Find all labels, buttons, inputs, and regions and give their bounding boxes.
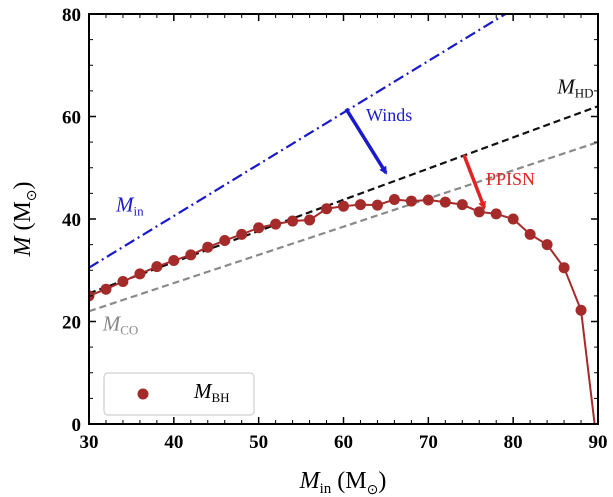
mbh-point — [558, 262, 570, 274]
x-tick-label: 50 — [249, 432, 268, 453]
mbh-point — [405, 195, 417, 207]
mbh-point — [287, 215, 299, 227]
mbh-point — [456, 199, 468, 211]
mbh-point — [202, 241, 214, 253]
mbh-point — [575, 304, 587, 316]
mbh-point — [371, 199, 383, 211]
mbh-point — [541, 239, 553, 251]
mbh-point — [388, 194, 400, 206]
mbh-point — [134, 268, 146, 280]
y-tick-label: 20 — [62, 313, 81, 334]
x-tick-label: 80 — [504, 432, 523, 453]
mbh-point — [439, 196, 451, 208]
x-tick-label: 70 — [419, 432, 438, 453]
mbh-point — [321, 203, 333, 215]
legend: MBH — [103, 372, 255, 416]
mbh-point — [117, 276, 129, 288]
mbh-point — [151, 261, 163, 273]
legend-marker-mbh — [137, 388, 149, 400]
legend-box — [103, 372, 255, 416]
series-label-mco: MCO — [102, 312, 139, 338]
mbh-point — [338, 200, 349, 212]
y-tick-label: 0 — [72, 415, 82, 436]
mbh-point — [168, 255, 180, 267]
tick-layer: 30 40 50 60 70 80 90 0 20 40 60 80 — [62, 5, 608, 453]
x-tick-label: 90 — [589, 432, 608, 453]
x-tick-label: 60 — [334, 432, 353, 453]
mbh-point — [304, 214, 316, 226]
y-tick-label: 40 — [62, 210, 81, 231]
x-tick-label: 30 — [80, 432, 99, 453]
mbh-point — [490, 208, 502, 220]
series-line-mco — [89, 141, 598, 313]
series-line-mhd — [89, 105, 598, 295]
mbh-point — [219, 235, 231, 247]
mbh-point — [100, 283, 112, 295]
series-label-min: Min — [115, 192, 144, 218]
series-label-mhd: MHD — [556, 74, 593, 100]
plot-frame — [88, 13, 599, 425]
y-tick-label: 80 — [62, 5, 81, 26]
mbh-point — [507, 213, 519, 225]
annotation-layer: Min MHD MCO Winds PPISN — [102, 74, 594, 337]
mbh-point — [270, 218, 282, 230]
winds-arrow — [344, 107, 388, 175]
mbh-point — [185, 249, 197, 261]
winds-label: Winds — [366, 105, 412, 125]
mbh-point — [236, 228, 248, 240]
mbh-point — [354, 199, 366, 211]
series-layer — [89, 14, 598, 424]
ppisn-arrow — [462, 154, 486, 210]
x-tick-label: 40 — [164, 432, 183, 453]
mbh-point — [253, 222, 265, 234]
ppisn-label: PPISN — [486, 169, 535, 189]
axis-labels: Min (M⊙) M (M⊙) — [10, 181, 386, 497]
y-tick-label: 60 — [62, 108, 81, 129]
y-axis-label: M (M⊙) — [10, 181, 40, 257]
series-line-min — [89, 14, 508, 269]
x-axis-label: Min (M⊙) — [299, 468, 387, 497]
mbh-point — [422, 194, 434, 206]
mbh-point — [524, 228, 536, 240]
